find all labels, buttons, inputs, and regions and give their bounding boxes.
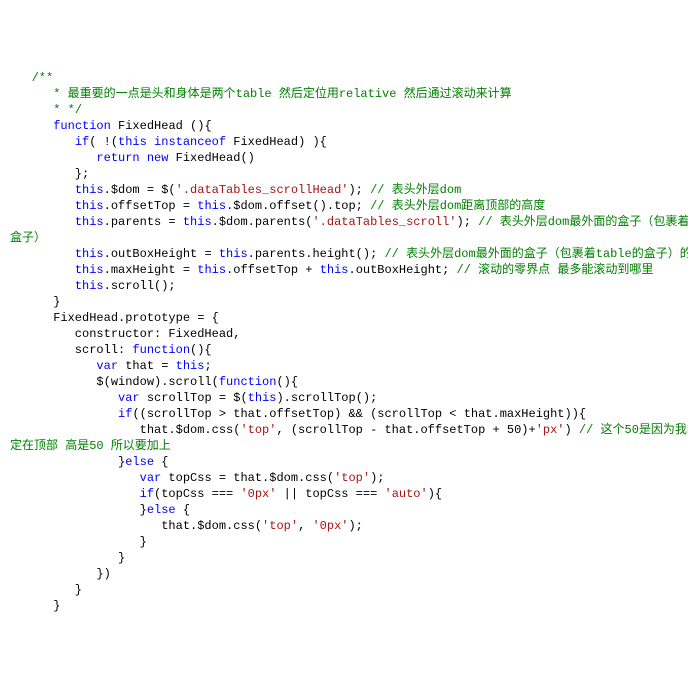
code-block: /** * 最重要的一点是头和身体是两个table 然后定位用relative … <box>10 70 678 614</box>
